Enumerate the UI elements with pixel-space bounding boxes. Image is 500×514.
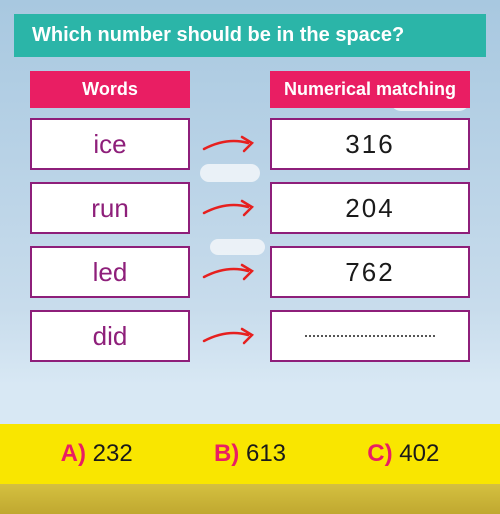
ground-decoration — [0, 484, 500, 514]
word-box: did — [30, 310, 190, 362]
answer-option-c[interactable]: C) 402 — [367, 440, 439, 468]
arrow-icon — [202, 321, 258, 351]
word-box: run — [30, 182, 190, 234]
puzzle-rows: ice 316 run 204 led 762 did — [30, 118, 470, 362]
answer-value: 232 — [93, 440, 133, 467]
answer-value: 402 — [399, 440, 439, 467]
question-header: Which number should be in the space? — [14, 14, 486, 57]
arrow-icon — [202, 193, 258, 223]
arrow-icon — [202, 129, 258, 159]
words-column-title: Words — [30, 71, 190, 108]
answer-letter: B) — [214, 440, 239, 467]
question-text: Which number should be in the space? — [32, 24, 404, 46]
answer-letter: A) — [61, 440, 86, 467]
answer-option-a[interactable]: A) 232 — [61, 440, 133, 468]
numbers-column-title: Numerical matching — [270, 71, 470, 108]
dotted-blank-line — [305, 335, 435, 337]
answer-letter: C) — [367, 440, 392, 467]
puzzle-row: run 204 — [30, 182, 470, 234]
arrow-icon — [202, 257, 258, 287]
answer-value: 613 — [246, 440, 286, 467]
word-box: ice — [30, 118, 190, 170]
answer-option-b[interactable]: B) 613 — [214, 440, 286, 468]
puzzle-content: Words Numerical matching ice 316 run 204… — [0, 57, 500, 362]
puzzle-row: led 762 — [30, 246, 470, 298]
column-headers: Words Numerical matching — [30, 71, 470, 108]
answer-blank-box[interactable] — [270, 310, 470, 362]
answer-options: A) 232 B) 613 C) 402 — [0, 424, 500, 484]
number-box: 316 — [270, 118, 470, 170]
number-box: 204 — [270, 182, 470, 234]
word-box: led — [30, 246, 190, 298]
puzzle-row: ice 316 — [30, 118, 470, 170]
puzzle-row: did — [30, 310, 470, 362]
number-box: 762 — [270, 246, 470, 298]
